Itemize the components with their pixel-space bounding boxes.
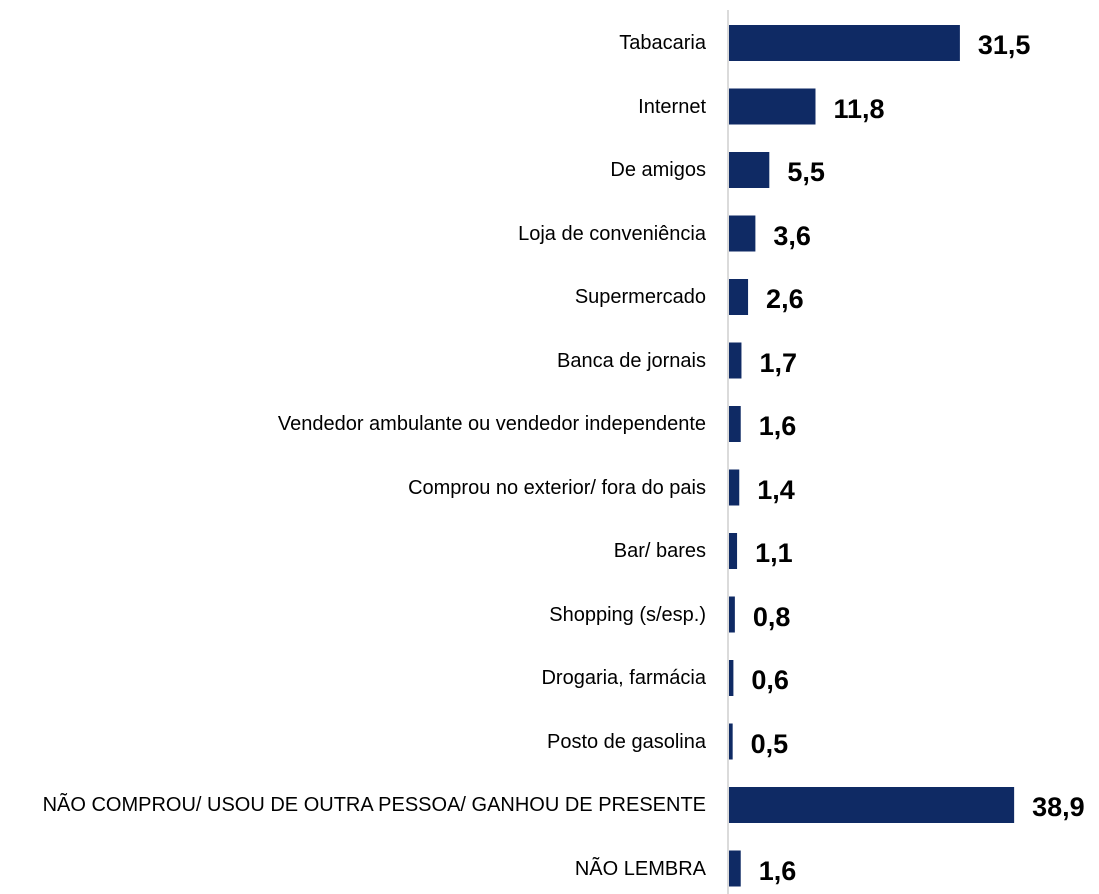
- value-label: 2,6: [766, 284, 804, 314]
- category-label: Comprou no exterior/ fora do pais: [408, 476, 706, 499]
- category-label-box: NÃO COMPROU/ USOU DE OUTRA PESSOA/ GANHO…: [0, 775, 706, 835]
- category-label: Banca de jornais: [557, 349, 706, 372]
- category-label: De amigos: [610, 159, 706, 181]
- bar: [729, 88, 816, 125]
- category-label: Vendedor ambulante ou vendedor independe…: [277, 413, 706, 435]
- bar: [729, 25, 960, 61]
- category-label-box: Posto de gasolina: [0, 712, 706, 772]
- category-label: Loja de conveniência: [518, 222, 706, 245]
- value-label: 11,8: [833, 93, 885, 124]
- category-label-box: Tabacaria: [0, 13, 706, 73]
- bar: [729, 152, 770, 188]
- category-label-box: Bar/ bares: [0, 521, 706, 581]
- value-label: 1,6: [758, 411, 797, 441]
- category-label-box: Loja de conveniência: [0, 204, 706, 264]
- value-label: 1,6: [758, 855, 797, 886]
- category-label-box: NÃO LEMBRA: [0, 839, 706, 894]
- value-label: 3,6: [773, 220, 811, 251]
- bar: [729, 596, 735, 633]
- bar: [729, 215, 756, 252]
- category-label-box: Comprou no exterior/ fora do pais: [0, 458, 706, 518]
- value-label: 5,5: [787, 157, 825, 187]
- value-label: 1,7: [759, 347, 797, 378]
- category-label: Tabacaria: [619, 32, 706, 54]
- bar: [729, 787, 1015, 823]
- category-label: NÃO LEMBRA: [574, 857, 706, 880]
- bar: [729, 723, 733, 760]
- category-label-box: De amigos: [0, 140, 706, 200]
- category-label-box: Shopping (s/esp.): [0, 585, 706, 645]
- bar: [729, 533, 738, 569]
- value-label: 0,6: [751, 665, 789, 695]
- value-label: 0,5: [750, 728, 789, 759]
- bar: [729, 469, 740, 506]
- value-label: 38,9: [1032, 792, 1085, 822]
- bar: [729, 406, 741, 442]
- value-label: 1,1: [755, 538, 793, 568]
- bar: [729, 850, 741, 887]
- category-label-box: Drogaria, farmácia: [0, 648, 706, 708]
- bar: [729, 342, 742, 379]
- value-label: 0,8: [752, 601, 791, 632]
- category-label-box: Vendedor ambulante ou vendedor independe…: [0, 394, 706, 454]
- category-label-box: Banca de jornais: [0, 331, 706, 391]
- category-label: Internet: [638, 95, 706, 118]
- category-label: Bar/ bares: [613, 540, 706, 562]
- category-label: Supermercado: [574, 286, 706, 308]
- value-label: 1,4: [757, 474, 795, 505]
- category-label: Posto de gasolina: [546, 730, 706, 753]
- category-label: Shopping (s/esp.): [549, 603, 706, 626]
- bar: [729, 279, 749, 315]
- category-label-box: Supermercado: [0, 267, 706, 327]
- category-label: Drogaria, farmácia: [541, 667, 706, 689]
- category-label: NÃO COMPROU/ USOU DE OUTRA PESSOA/ GANHO…: [42, 794, 706, 816]
- category-label-box: Internet: [0, 77, 706, 137]
- value-label: 31,5: [977, 30, 1031, 60]
- bar: [729, 660, 734, 696]
